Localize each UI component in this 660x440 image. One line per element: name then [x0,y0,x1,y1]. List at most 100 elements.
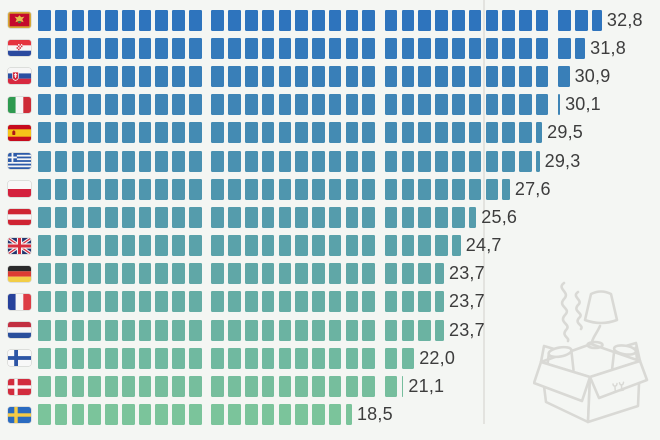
unit-square [71,178,85,200]
unit-square [54,319,68,341]
unit-square [535,122,543,144]
unit-square [401,206,415,228]
unit-square [345,263,359,285]
unit-square [244,404,258,426]
montenegro-flag-icon [8,12,31,29]
slovakia-flag-icon [8,68,31,85]
value-label: 29,3 [544,150,581,171]
unit-square [38,65,51,87]
unit-square [54,178,68,200]
unit-square [451,94,465,116]
unit-square [261,122,275,144]
unit-square [54,291,68,313]
unit-square [155,94,169,116]
unit-square [88,94,101,116]
unit-square [468,206,477,228]
unit-square [244,9,258,31]
unit-square [172,404,185,426]
unit-square [38,347,51,369]
unit-square [418,94,431,116]
unit-square [261,206,275,228]
unit-square [362,347,376,369]
unit-square [261,9,275,31]
unit-square [189,37,202,59]
unit-square [121,206,135,228]
sweden-flag-icon [8,406,31,423]
unit-square [105,263,118,285]
unit-square [38,319,51,341]
unit-square [88,263,101,285]
unit-square [244,263,258,285]
unit-square [71,65,85,87]
unit-square [261,376,275,398]
unit-square [451,178,465,200]
unit-square [228,291,241,313]
unit-square [138,404,152,426]
unit-square [401,178,415,200]
unit-square [261,65,275,87]
unit-square [121,347,135,369]
unit-square [71,404,85,426]
chart-row: 31,8 [0,34,643,62]
germany-flag-icon [8,265,31,282]
unit-square [362,319,376,341]
unit-square [155,235,169,257]
unit-square [189,150,202,172]
unit-square [138,122,152,144]
unit-square [451,65,465,87]
reference-gridline [483,0,485,424]
unit-square [228,206,241,228]
chart-row: 18,5 [0,401,643,429]
unit-square [138,347,152,369]
unit-square [451,9,465,31]
unit-square [435,263,444,285]
unit-square [384,94,398,116]
unit-square [451,150,465,172]
unit-square [211,65,225,87]
unit-square [261,291,275,313]
unit-square [558,65,570,87]
chart-row: 29,5 [0,119,643,147]
value-label: 29,5 [547,122,584,143]
austria-flag-icon [8,209,31,226]
unit-square [71,94,85,116]
unit-square [138,263,152,285]
unit-square [172,235,185,257]
unit-square [345,235,359,257]
unit-square [345,347,359,369]
unit-square [105,206,118,228]
unit-square [155,319,169,341]
chart-row: 30,1 [0,91,643,119]
value-label: 23,7 [449,263,485,284]
unit-square [121,376,135,398]
unit-square [54,347,68,369]
unit-square [38,263,51,285]
unit-square [401,37,415,59]
unit-square [362,178,376,200]
unit-square [172,37,185,59]
unit-square [172,206,185,228]
unit-square [435,291,444,313]
value-label: 21,1 [408,376,445,397]
unit-square [295,291,308,313]
unit-square [502,37,515,59]
unit-square [362,65,376,87]
unit-square [418,37,431,59]
unit-square [244,319,258,341]
box-front-flaps [533,359,649,403]
united-kingdom-flag-icon [8,237,31,254]
unit-square [88,319,101,341]
unit-square [295,263,308,285]
unit-square [105,150,118,172]
unit-square [54,404,68,426]
unit-square [418,178,431,200]
unit-square [211,37,225,59]
chart-row: 21,1 [0,372,643,400]
unit-square [295,94,308,116]
unit-square [38,9,51,31]
unit-square [502,9,515,31]
unit-square [71,235,85,257]
unit-square [312,122,325,144]
unit-square [435,178,448,200]
value-label: 18,5 [356,404,393,425]
